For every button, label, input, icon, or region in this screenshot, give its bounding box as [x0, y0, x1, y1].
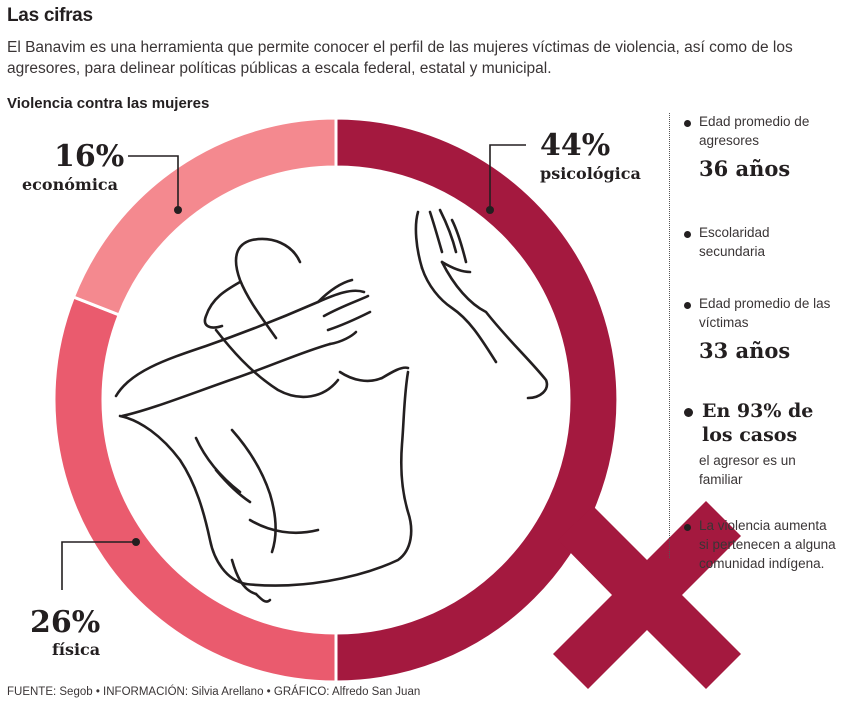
slice-economica: [71, 116, 338, 317]
bullet-icon: [684, 231, 691, 238]
bullet-icon: [684, 302, 691, 309]
bullet-icon: [684, 408, 693, 417]
slice-label-economica: económica: [22, 175, 118, 194]
woman-illustration: [114, 208, 549, 603]
slice-value-fisica: 26%: [30, 605, 100, 640]
slice-label-psicologica: psicológica: [540, 164, 641, 183]
fact-victimas-age: Edad promedio de las víctimas 33 años: [684, 294, 844, 363]
fact-highlight: En 93% de los casos: [702, 400, 814, 446]
leader-lines: [61, 144, 526, 590]
intro-text: El Banavim es una herramienta que permit…: [7, 39, 793, 77]
fact-value: 36 años: [699, 156, 791, 181]
footer-credits: FUENTE: Segob • INFORMACIÓN: Silvia Arel…: [7, 686, 421, 698]
fact-value: 33 años: [699, 338, 791, 363]
slice-label-fisica: física: [52, 640, 100, 659]
slice-psicologica: [334, 116, 620, 684]
fact-text: Edad promedio de las víctimas: [699, 296, 831, 330]
fact-indigena: La violencia aumenta si pertenecen a alg…: [684, 516, 844, 573]
slice-value-psicologica: 44%: [540, 128, 610, 163]
fact-text: el agresor es un familiar: [699, 453, 796, 487]
slice-value-economica: 16%: [54, 139, 124, 174]
leader-dots: [132, 206, 494, 546]
fact-escolaridad: Escolaridad secundaria: [684, 223, 844, 261]
bullet-icon: [684, 120, 691, 127]
chart-title: Violencia contra las mujeres: [7, 95, 210, 112]
bullet-icon: [684, 524, 691, 531]
fact-text: Escolaridad secundaria: [699, 225, 770, 259]
page-title: Las cifras: [7, 5, 93, 26]
facts-divider: [669, 113, 670, 558]
venus-cross: [553, 501, 741, 689]
fact-text: Edad promedio de agresores: [699, 114, 810, 148]
fact-familiar: En 93% de los casos el agresor es un fam…: [684, 399, 844, 489]
fact-text: La violencia aumenta si pertenecen a alg…: [699, 518, 836, 571]
fact-agresores-age: Edad promedio de agresores 36 años: [684, 112, 844, 181]
donut-ring: [52, 116, 620, 684]
